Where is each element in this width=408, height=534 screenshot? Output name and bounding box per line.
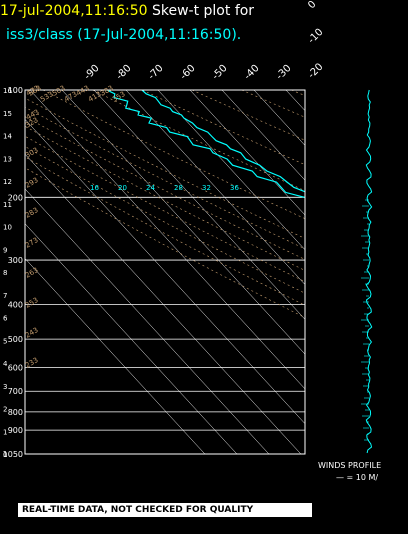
station-label: iss3/class (17-Jul-2004,11:16:50).	[6, 27, 242, 43]
dry-adiabat-label: 263	[24, 266, 40, 280]
winds-scale-label: — = 10 M/	[336, 473, 379, 482]
wet-adiabat-label: 28	[174, 184, 183, 192]
height-tick-label: 7	[3, 292, 7, 300]
dry-adiabat-label: 243	[24, 326, 40, 340]
dry-adiabat	[25, 106, 305, 250]
height-tick-label: 3	[3, 383, 7, 391]
height-tick-label: 11	[3, 201, 12, 209]
pressure-tick-label: 100	[8, 86, 23, 95]
temperature-top-label: -70	[146, 63, 165, 82]
height-tick-label: 0	[3, 451, 7, 459]
temperature-top-label: -90	[82, 63, 101, 82]
height-tick-label: 14	[3, 133, 12, 141]
isotherm-line	[25, 258, 206, 454]
pressure-tick-label: 700	[8, 387, 23, 396]
height-tick-label: 4	[3, 360, 8, 368]
dry-adiabat-label: 253	[24, 296, 40, 310]
temperature-top-label: -30	[274, 63, 293, 82]
isotherm-line	[25, 188, 270, 454]
wet-adiabat-label: 20	[118, 184, 127, 192]
temperature-top-label: -80	[114, 63, 133, 82]
dry-adiabat-label: 283	[24, 206, 40, 220]
dry-adiabat	[341, 90, 408, 454]
isotherm-line	[25, 223, 238, 454]
isotherm-line	[189, 90, 305, 216]
dry-adiabat	[25, 146, 305, 294]
isotherm-line	[382, 90, 408, 454]
dry-adiabat	[25, 156, 305, 306]
pressure-tick-label: 900	[8, 426, 23, 435]
dry-adiabat	[25, 116, 305, 260]
wet-adiabat-label: 36	[230, 184, 239, 192]
datetime-title: 17-jul-2004,11:16:50	[0, 3, 148, 19]
pressure-tick-label: 800	[8, 408, 23, 417]
station-title: iss3/class (17-Jul-2004,11:16:50).	[6, 26, 241, 44]
pressure-tick-label: 200	[8, 193, 23, 202]
winds-profile-label: WINDS PROFILE	[318, 461, 382, 470]
wind-profile	[361, 89, 373, 454]
pressure-tick-label: 500	[8, 335, 23, 344]
height-tick-label: 13	[3, 155, 12, 163]
height-tick-label: 2	[3, 406, 7, 414]
isotherm-line	[253, 90, 305, 146]
quality-disclaimer: REAL-TIME DATA, NOT CHECKED FOR QUALITY	[18, 503, 312, 517]
plot-frame	[24, 89, 306, 455]
isotherm-line	[221, 90, 305, 181]
height-tick-label: 10	[3, 224, 12, 232]
label-layer: 1002003004005006007008009001050161514131…	[3, 0, 326, 459]
isotherm-line	[25, 153, 302, 454]
temperature-top-label: -60	[178, 63, 197, 82]
dry-adiabat	[391, 90, 408, 454]
wind-profile-trace	[365, 89, 373, 454]
dry-adiabat	[241, 90, 305, 118]
series-layer	[106, 90, 305, 199]
temperature-right-label: -10	[306, 27, 325, 46]
pressure-tick-label: 1050	[3, 450, 23, 459]
pressure-tick-label: 300	[8, 256, 23, 265]
plot-label: Skew-t plot for	[151, 3, 255, 19]
wet-adiabat-label: 32	[202, 184, 211, 192]
height-tick-label: 5	[3, 337, 7, 345]
temperature-top-label: -40	[242, 63, 261, 82]
isotherm-line	[61, 90, 305, 355]
isotherm-line	[29, 90, 305, 390]
temperature-right-label: -20	[306, 61, 325, 80]
dry-adiabat	[25, 135, 305, 282]
temperature-top-label: -50	[210, 63, 229, 82]
isotherm-line	[350, 90, 408, 454]
temperature-right-label: 0	[306, 0, 318, 11]
dry-adiabat	[291, 90, 305, 96]
dry-adiabat-label: 303	[24, 146, 40, 160]
dry-adiabat-label: 293	[24, 176, 40, 190]
pressure-tick-label: 600	[8, 363, 23, 372]
pressure-tick-label: 400	[8, 301, 23, 310]
dry-adiabat	[25, 167, 305, 318]
height-tick-label: 8	[3, 269, 7, 277]
isotherm-line	[318, 90, 408, 454]
title-line: 17-jul-2004,11:16:50 Skew-t plot for	[0, 2, 254, 20]
grid-layer	[25, 90, 408, 454]
isotherm-line	[25, 118, 305, 425]
height-tick-label: 16	[3, 87, 12, 95]
dry-adiabat	[92, 90, 305, 192]
dry-adiabat	[25, 97, 305, 239]
height-tick-label: 1	[3, 428, 7, 436]
dewpoint-trace	[106, 90, 305, 199]
isotherm-line	[93, 90, 305, 320]
isotherm-line	[157, 90, 305, 251]
wet-adiabat-label: 16	[90, 184, 99, 192]
height-tick-label: 9	[3, 246, 7, 254]
dry-adiabat-label: 273	[24, 236, 40, 250]
dry-adiabat	[25, 125, 305, 271]
height-tick-label: 12	[3, 178, 12, 186]
dry-adiabat-label: 353	[111, 90, 127, 104]
height-tick-label: 15	[3, 110, 12, 118]
wet-adiabat-label: 24	[146, 184, 155, 192]
isotherm-line	[125, 90, 305, 285]
height-tick-label: 6	[3, 315, 8, 323]
